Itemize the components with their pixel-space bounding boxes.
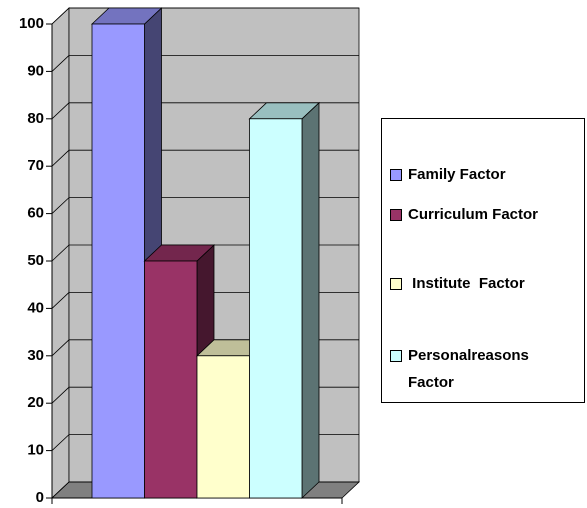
y-tick-label: 40	[27, 299, 44, 316]
bar	[144, 260, 198, 499]
y-tick-label: 10	[27, 442, 44, 459]
y-tick-label: 50	[27, 252, 44, 269]
y-tick-label: 90	[27, 62, 44, 79]
grid-line	[51, 7, 359, 25]
grid-line	[51, 102, 359, 120]
chart: 0 10 20 30 40 50 60 70 80 90 100	[19, 7, 361, 506]
bar	[91, 23, 145, 499]
legend-label: Curriculum Factor	[408, 206, 539, 223]
y-tick-label: 0	[36, 489, 44, 506]
y-tick-label: 80	[27, 110, 44, 127]
y-tick-label: 20	[27, 394, 44, 411]
bar	[196, 355, 250, 499]
legend-swatch	[390, 350, 402, 362]
legend-swatch	[390, 278, 402, 290]
legend-item: Institute Factor	[390, 270, 586, 297]
legend-item: Curriculum Factor	[390, 201, 586, 228]
legend-swatch	[390, 209, 402, 221]
bar	[249, 118, 303, 499]
legend-label: Personalreasons Factor	[408, 347, 534, 391]
y-tick-label: 70	[27, 157, 44, 174]
legend-label: Institute Factor	[408, 275, 525, 292]
grid-line	[51, 55, 359, 72]
legend-swatch	[390, 169, 402, 181]
legend-item: Family Factor	[390, 161, 586, 188]
y-tick-label: 60	[27, 205, 44, 222]
legend: Family Factor Curriculum Factor Institute…	[381, 118, 585, 403]
legend-item: Personalreasons Factor	[390, 342, 586, 396]
bar-side	[301, 101, 320, 499]
y-tick-label: 100	[19, 15, 44, 32]
y-tick-label: 30	[27, 347, 44, 364]
legend-label: Family Factor	[408, 166, 506, 183]
